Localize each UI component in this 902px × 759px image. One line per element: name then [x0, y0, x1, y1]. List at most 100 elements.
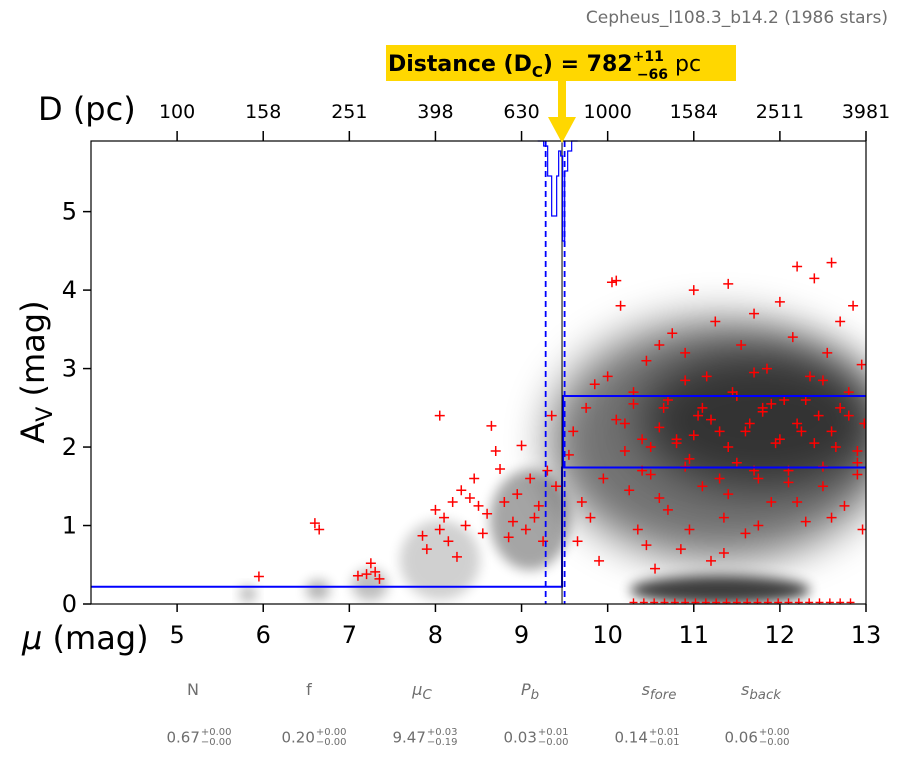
param-name-N: N [187, 680, 199, 699]
top-tick-label: 630 [503, 101, 539, 123]
star-marker [691, 598, 700, 604]
star-marker [753, 473, 764, 484]
star-marker [774, 598, 783, 604]
star-marker [563, 449, 574, 460]
star-marker [650, 598, 659, 604]
star-marker [830, 442, 841, 453]
star-marker [654, 422, 665, 433]
star-marker [589, 379, 600, 390]
star-marker [460, 520, 471, 531]
param-value-Pb: 0.03 +0.01 −0.00 [503, 727, 569, 748]
star-marker [568, 426, 579, 437]
star-marker [456, 485, 467, 496]
star-marker [512, 489, 523, 500]
star-marker [749, 308, 760, 319]
param-value-f: 0.20 +0.00 −0.00 [281, 727, 347, 748]
star-marker [434, 410, 445, 421]
x-tick-label: 11 [679, 621, 710, 649]
star-marker [602, 371, 613, 382]
param-value-muC: 9.47 +0.03 −0.19 [392, 727, 458, 748]
star-marker [503, 532, 514, 543]
star-marker [774, 434, 785, 445]
param-value-N: 0.67 +0.00 −0.00 [166, 727, 232, 748]
star-marker [670, 598, 679, 604]
y-tick-label: 1 [62, 512, 77, 540]
star-marker [434, 524, 445, 535]
star-marker [641, 540, 652, 551]
arrow-head [548, 117, 576, 143]
star-marker [365, 558, 376, 569]
distance-label: Distance (DC) = 782+11 −66 pc [388, 49, 701, 83]
star-marker [749, 367, 760, 378]
star-marker [684, 453, 695, 464]
y-tick-label: 0 [62, 590, 77, 618]
star-marker [714, 473, 725, 484]
star-marker [675, 544, 686, 555]
star-marker [576, 496, 587, 507]
star-marker [352, 570, 363, 581]
star-marker [447, 496, 458, 507]
star-marker [718, 547, 729, 558]
top-tick-label: 2511 [756, 101, 804, 123]
star-marker [645, 469, 656, 480]
star-marker [825, 598, 834, 604]
star-marker [542, 465, 553, 476]
star-marker [533, 500, 544, 511]
star-marker [800, 516, 811, 527]
star-marker [714, 426, 725, 437]
distance-annotation: Distance (DC) = 782+11 −66 pc [386, 45, 736, 143]
star-marker [817, 481, 828, 492]
y-tick-label: 3 [62, 355, 77, 383]
star-marker [417, 530, 428, 541]
star-marker [361, 569, 372, 580]
star-marker [680, 347, 691, 358]
star-marker [443, 536, 454, 547]
star-marker [374, 573, 385, 584]
star-marker [585, 512, 596, 523]
star-marker [667, 328, 678, 339]
star-marker [688, 430, 699, 441]
star-marker [572, 536, 583, 547]
star-marker [852, 457, 863, 468]
param-name-muC: μC [412, 680, 432, 704]
star-marker [826, 426, 837, 437]
star-marker [736, 340, 747, 351]
star-marker [660, 598, 669, 604]
star-marker [822, 347, 833, 358]
x-tick-label: 12 [765, 621, 796, 649]
star-marker [421, 544, 432, 555]
star-marker [632, 524, 643, 535]
star-marker [846, 598, 855, 604]
star-marker [658, 402, 669, 413]
star-marker [706, 555, 716, 566]
plot-frame [90, 140, 867, 605]
y-tick-label: 2 [62, 433, 77, 461]
top-tick-label: 251 [331, 101, 367, 123]
star-marker [763, 598, 772, 604]
star-marker [477, 528, 488, 539]
star-marker [314, 524, 325, 535]
star-marker [740, 528, 751, 539]
distance-label-box [386, 45, 736, 81]
star-marker [706, 414, 716, 425]
star-marker [792, 418, 803, 429]
star-marker [495, 464, 506, 475]
star-marker [650, 563, 661, 574]
star-marker [681, 598, 690, 604]
star-marker [794, 598, 803, 604]
star-marker [684, 524, 695, 535]
star-marker [852, 469, 863, 480]
star-marker [525, 473, 536, 484]
star-marker [688, 285, 699, 296]
star-marker [619, 418, 630, 429]
star-marker [856, 359, 866, 370]
x-tick-label: 8 [428, 621, 443, 649]
star-marker [499, 496, 510, 507]
top-tick-label: 100 [159, 101, 195, 123]
top-tick-label: 1000 [583, 101, 631, 123]
star-marker [439, 512, 450, 523]
star-marker [693, 410, 704, 421]
star-marker [731, 457, 742, 468]
x-tick-label: 7 [342, 621, 357, 649]
